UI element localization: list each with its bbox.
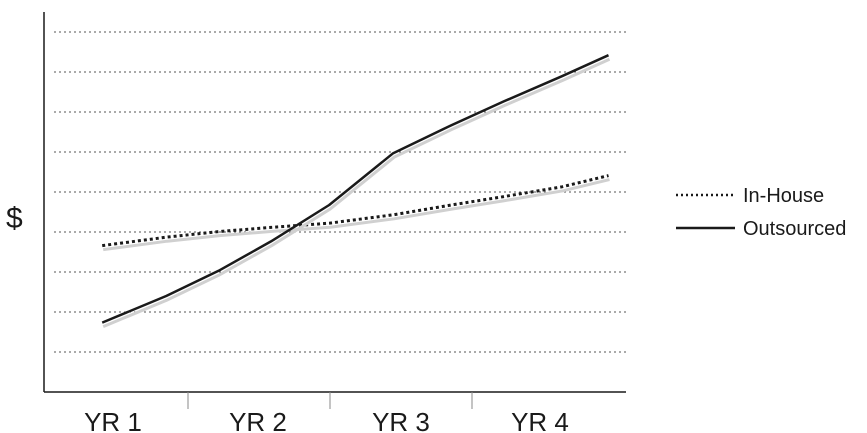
series-shadow xyxy=(102,57,611,328)
gridlines xyxy=(54,31,626,353)
x-tick-label: YR 2 xyxy=(229,407,287,433)
legend-label: In-House xyxy=(743,185,824,207)
x-tick-label: YR 3 xyxy=(372,407,430,433)
series-line-outsourced xyxy=(101,54,610,324)
legend-label: Outsourced xyxy=(743,218,846,240)
series-shadow xyxy=(103,178,610,252)
x-tick-labels: YR 1 YR 2 YR 3 YR 4 xyxy=(84,407,569,433)
x-tick-label: YR 1 xyxy=(84,407,142,433)
series-line-in-house xyxy=(102,174,609,248)
axes xyxy=(43,12,626,409)
series-lines xyxy=(101,54,611,328)
x-tick-label: YR 4 xyxy=(511,407,569,433)
y-axis-label: $ xyxy=(6,202,23,235)
legend: In-House Outsourced xyxy=(676,185,846,240)
